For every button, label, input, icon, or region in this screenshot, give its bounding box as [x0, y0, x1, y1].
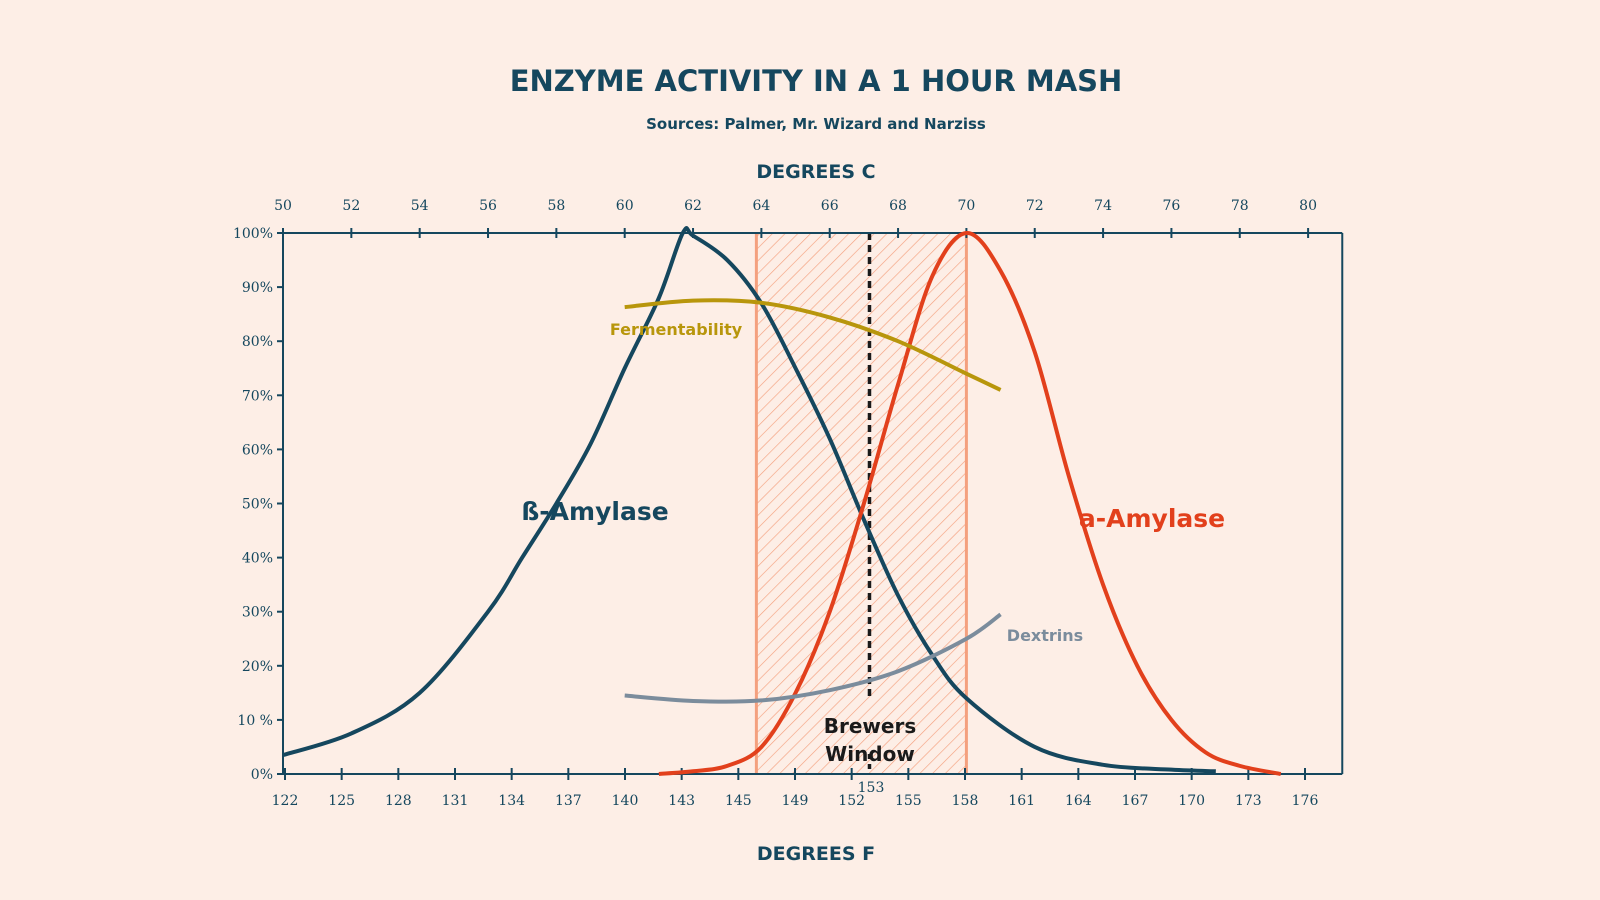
x-bottom-tick-label: 128	[385, 793, 412, 809]
x-top-tick-label: 70	[957, 198, 975, 214]
x-top-tick-label: 54	[411, 198, 429, 214]
y-tick-label: 70%	[242, 388, 273, 404]
y-tick-label: 30%	[242, 605, 273, 621]
y-tick-label: 60%	[242, 442, 273, 458]
x-top-tick-label: 76	[1163, 198, 1181, 214]
y-tick-label: 10 %	[237, 713, 273, 729]
x-top-tick-label: 74	[1094, 198, 1112, 214]
x-top-tick-label: 80	[1299, 198, 1317, 214]
series-labels: ß-Amylase a-Amylase Fermentability Dextr…	[521, 320, 1225, 796]
y-tick-label: 100%	[233, 226, 273, 242]
x-top-tick-label: 56	[479, 198, 497, 214]
x-bottom-tick-label: 140	[612, 793, 639, 809]
x-bottom-tick-label: 155	[895, 793, 922, 809]
chart-title: ENZYME ACTIVITY IN A 1 HOUR MASH	[510, 64, 1123, 98]
x-top-tick-label: 62	[684, 198, 702, 214]
x-bottom-tick-label: 131	[442, 793, 469, 809]
alpha-amylase-line	[658, 231, 1282, 776]
y-tick-label: 0%	[251, 767, 273, 783]
x-top-tick-label: 52	[342, 198, 360, 214]
brewers-window-label-1: Brewers	[824, 714, 916, 738]
brewers-window-hatch	[756, 233, 967, 774]
y-tick-label: 80%	[242, 334, 273, 350]
x-top-axis-title: DEGREES C	[756, 161, 875, 183]
x-bottom-tick-label: 152	[838, 793, 865, 809]
x-bottom-tick-label: 137	[555, 793, 582, 809]
x-bottom-tick-label: 170	[1178, 793, 1205, 809]
x-top-tick-label: 58	[547, 198, 565, 214]
x-top-tick-label: 60	[616, 198, 634, 214]
x-bottom-tick-label: 134	[498, 793, 525, 809]
x-bottom-tick-label: 149	[782, 793, 809, 809]
x-bottom-tick-label: 176	[1292, 793, 1319, 809]
x-bottom-tick-label: 125	[328, 793, 355, 809]
x-top-tick-label: 78	[1231, 198, 1249, 214]
x-bottom-tick-label: 164	[1065, 793, 1092, 809]
fermentability-line	[624, 298, 1002, 392]
dextrins-line	[624, 612, 1002, 704]
label-alpha-amylase: a-Amylase	[1079, 504, 1225, 533]
x-top-tick-label: 66	[821, 198, 839, 214]
label-fermentability: Fermentability	[610, 320, 743, 339]
x-bottom-tick-label: 173	[1235, 793, 1262, 809]
chart-subtitle: Sources: Palmer, Mr. Wizard and Narziss	[646, 115, 986, 133]
x-bottom-tick-label: 158	[952, 793, 979, 809]
series-lines	[282, 226, 1282, 776]
x-bottom-tick-label: 145	[725, 793, 752, 809]
y-tick-label: 90%	[242, 280, 273, 296]
x-top-tick-label: 50	[274, 198, 292, 214]
x-top-tick-label: 72	[1026, 198, 1044, 214]
label-beta-amylase: ß-Amylase	[521, 497, 668, 526]
x-bottom-tick-label: 167	[1122, 793, 1149, 809]
marker-label-153: 153	[858, 780, 885, 796]
brewers-window-label-2: Window	[825, 742, 915, 766]
y-tick-label: 40%	[242, 551, 273, 567]
label-dextrins: Dextrins	[1007, 626, 1083, 645]
x-bottom-axis-title: DEGREES F	[757, 843, 875, 865]
y-tick-label: 50%	[242, 497, 273, 513]
brewers-window	[754, 233, 968, 774]
axes: 50 52 54 56 58 60 62 64 66 68 70 72 74 76 78 80 122 125 12…	[233, 198, 1344, 809]
x-bottom-tick-label: 161	[1008, 793, 1035, 809]
x-top-tick-label: 64	[752, 198, 770, 214]
beta-amylase-line	[282, 226, 1216, 774]
y-tick-label: 20%	[242, 659, 273, 675]
x-top-tick-label: 68	[889, 198, 907, 214]
x-bottom-tick-label: 143	[668, 793, 695, 809]
x-bottom-tick-label: 122	[272, 793, 299, 809]
